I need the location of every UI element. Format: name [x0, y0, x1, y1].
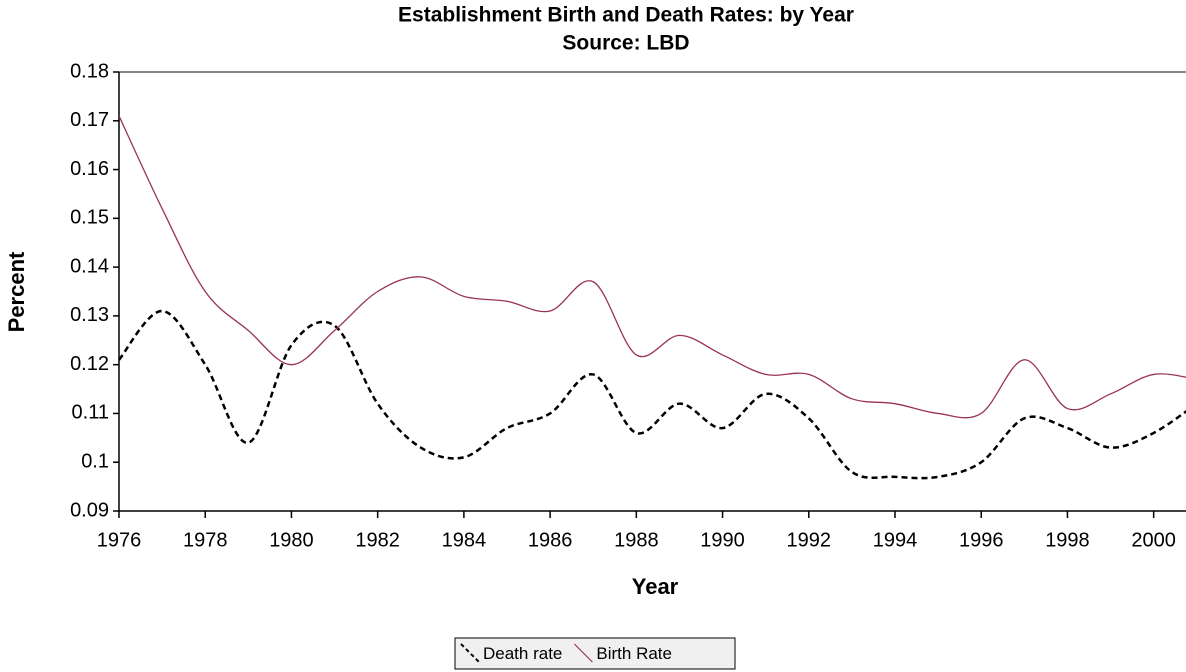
y-tick-label: 0.15 — [70, 207, 109, 229]
legend-swatch — [573, 643, 593, 663]
y-tick-label: 0.09 — [70, 499, 109, 521]
y-tick-label: 0.1 — [81, 451, 109, 473]
y-tick-label: 0.18 — [70, 60, 109, 82]
x-tick-label: 1992 — [787, 529, 832, 551]
y-tick-label: 0.14 — [70, 255, 109, 277]
chart-subtitle: Source: LBD — [562, 32, 689, 55]
x-tick-label: 1976 — [97, 529, 142, 551]
x-tick-label: 1980 — [269, 529, 314, 551]
legend-swatch — [460, 643, 480, 663]
x-tick-label: 2000 — [1131, 529, 1176, 551]
y-tick-label: 0.17 — [70, 109, 109, 131]
series-line — [119, 115, 1186, 419]
series-line — [119, 309, 1186, 480]
legend-label: Death rate — [483, 644, 562, 663]
y-tick-label: 0.13 — [70, 304, 109, 326]
x-tick-label: 1982 — [355, 529, 400, 551]
y-tick-label: 0.11 — [72, 402, 109, 424]
x-axis-label: Year — [632, 574, 679, 599]
x-tick-label: 1990 — [700, 529, 745, 551]
legend-label: Birth Rate — [596, 644, 672, 663]
y-axis-label: Percent — [4, 251, 29, 332]
x-tick-label: 1988 — [614, 529, 659, 551]
plot-lines — [119, 115, 1186, 480]
x-tick-label: 1986 — [528, 529, 573, 551]
x-tick-label: 1998 — [1045, 529, 1090, 551]
x-tick-label: 1984 — [442, 529, 487, 551]
x-tick-label: 1994 — [873, 529, 918, 551]
chart-title: Establishment Birth and Death Rates: by … — [398, 4, 854, 27]
x-tick-label: 1978 — [183, 529, 228, 551]
y-tick-label: 0.16 — [70, 158, 109, 180]
legend-box — [454, 637, 736, 670]
y-tick-label: 0.12 — [70, 353, 109, 375]
x-tick-label: 1996 — [959, 529, 1004, 551]
